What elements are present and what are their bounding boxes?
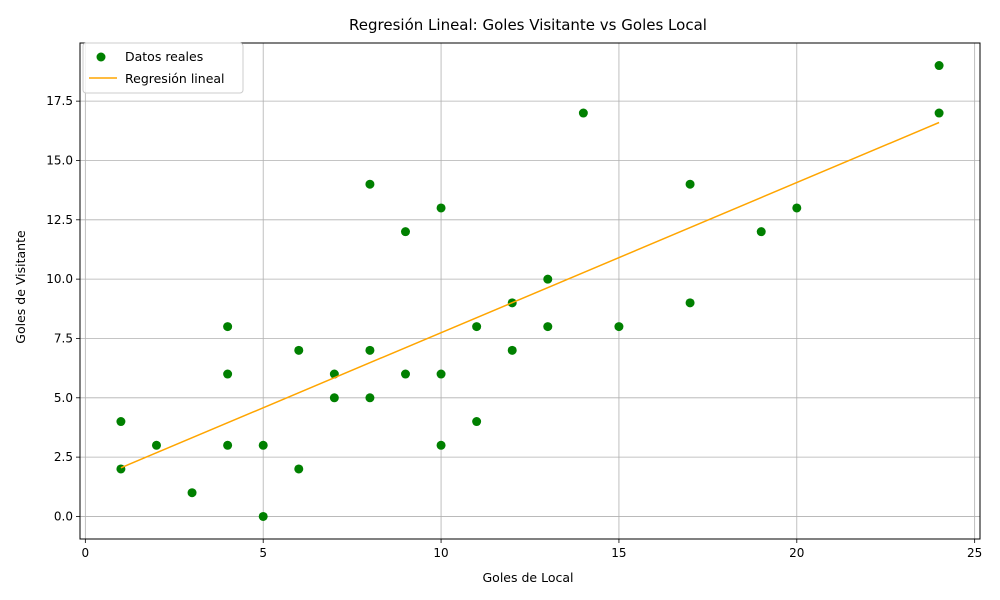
data-point	[258, 511, 268, 521]
data-point	[543, 322, 553, 332]
x-tick-label: 5	[259, 546, 267, 560]
data-point	[365, 393, 375, 403]
data-point	[365, 179, 375, 189]
x-tick-label: 10	[433, 546, 448, 560]
data-point	[116, 417, 126, 427]
data-point	[934, 61, 944, 71]
data-point	[187, 488, 197, 498]
data-point	[294, 464, 304, 474]
legend-marker-datos-reales	[96, 52, 106, 62]
data-point	[436, 203, 446, 213]
x-tick-label: 25	[967, 546, 982, 560]
data-point	[223, 322, 233, 332]
data-point	[151, 440, 161, 450]
data-point	[614, 322, 624, 332]
x-axis-ticks: 0 5 10 15 20 25	[82, 539, 982, 560]
regression-line	[120, 121, 940, 469]
legend: Datos reales Regresión lineal	[82, 42, 244, 94]
legend-label-datos-reales: Datos reales	[125, 49, 203, 64]
data-point	[472, 322, 482, 332]
y-tick-label: 15.0	[46, 153, 73, 167]
data-point	[436, 369, 446, 379]
data-point	[258, 440, 268, 450]
chart-title: Regresión Lineal: Goles Visitante vs Gol…	[349, 16, 707, 34]
data-point	[223, 440, 233, 450]
plot-frame	[79, 42, 981, 540]
legend-label-regresion-lineal: Regresión lineal	[125, 71, 225, 86]
y-axis-label: Goles de Visitante	[13, 230, 28, 344]
y-axis-ticks: 0.0 2.5 5.0 7.5 10.0 12.5 15.0 17.5	[46, 94, 80, 523]
x-tick-label: 15	[611, 546, 626, 560]
data-point	[685, 179, 695, 189]
data-point	[329, 393, 339, 403]
y-tick-label: 12.5	[46, 213, 73, 227]
data-point	[294, 345, 304, 355]
data-point	[685, 298, 695, 308]
y-tick-label: 17.5	[46, 94, 73, 108]
data-point	[792, 203, 802, 213]
data-point	[507, 345, 517, 355]
data-point	[436, 440, 446, 450]
scatter-points	[116, 61, 944, 521]
data-point	[756, 227, 766, 237]
legend-box	[82, 42, 244, 94]
data-point	[400, 369, 410, 379]
data-point	[543, 274, 553, 284]
x-tick-label: 20	[789, 546, 804, 560]
data-point	[578, 108, 588, 118]
y-tick-label: 2.5	[54, 450, 73, 464]
data-point	[223, 369, 233, 379]
y-tick-label: 10.0	[46, 272, 73, 286]
regression-line-group	[120, 121, 940, 469]
grid-lines	[80, 43, 980, 539]
data-point	[934, 108, 944, 118]
data-point	[400, 227, 410, 237]
data-point	[472, 417, 482, 427]
x-tick-label: 0	[82, 546, 90, 560]
y-tick-label: 7.5	[54, 331, 73, 345]
y-tick-label: 5.0	[54, 391, 73, 405]
x-axis-label: Goles de Local	[483, 570, 574, 585]
y-tick-label: 0.0	[54, 509, 73, 523]
data-point	[365, 345, 375, 355]
